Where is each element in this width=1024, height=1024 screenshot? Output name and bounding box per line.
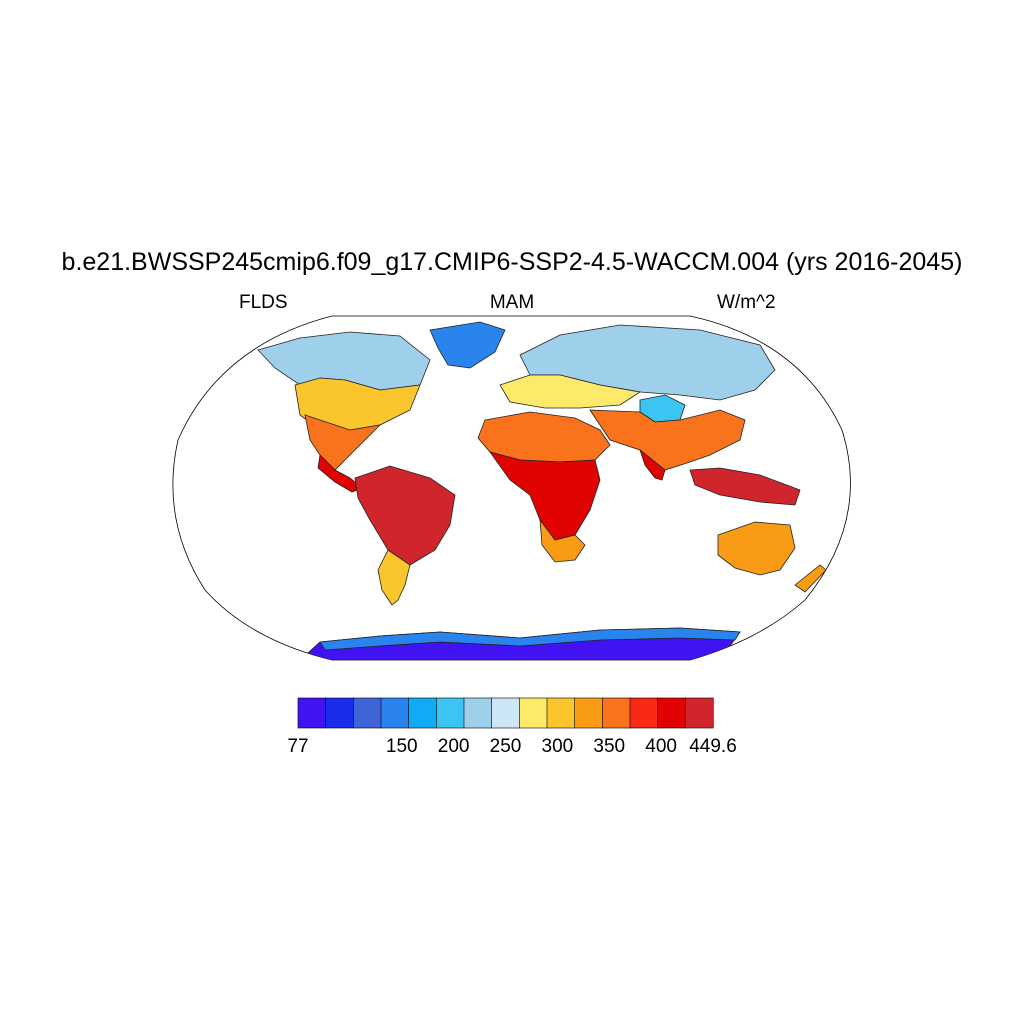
colorbar-tick-label: 350 (593, 736, 625, 757)
land-greenland (429, 321, 506, 369)
colorbar-box (491, 697, 520, 729)
colorbar-box (519, 697, 548, 729)
colorbar-box (629, 697, 659, 729)
colorbar-tick-label: 150 (386, 736, 418, 757)
colorbar-tick-label: 200 (438, 736, 470, 757)
land-maritime-continent (689, 467, 801, 506)
land-central-africa (489, 451, 601, 541)
units-label: W/m^2 (717, 292, 776, 313)
variable-label: FLDS (239, 292, 288, 313)
land-south-america-south (377, 549, 411, 606)
colorbar-tick-label: 77 (287, 736, 308, 757)
colorbar-tick-label: 400 (645, 736, 677, 757)
land-south-america-north (354, 465, 456, 566)
land-south-africa (539, 518, 586, 563)
colorbar-box (353, 697, 382, 729)
colorbar-box (574, 697, 603, 729)
land-australia (717, 521, 796, 576)
colorbar-box (408, 697, 437, 729)
colorbar-tick-label: 250 (490, 736, 522, 757)
land-eurasia-mid (499, 374, 642, 409)
colorbar-box (297, 697, 327, 729)
colorbar-box (685, 697, 714, 729)
colorbar: 77 150 200 250 300 350 400 449.6 (287, 697, 737, 757)
colorbar-box (380, 697, 410, 729)
colorbar-box (436, 697, 465, 729)
colorbar-tick-label: 449.6 (689, 736, 737, 757)
colorbar-box (463, 697, 493, 729)
colorbar-box (325, 697, 354, 729)
land-india (639, 448, 666, 481)
colorbar-box (602, 697, 631, 729)
plot-title: b.e21.BWSSP245cmip6.f09_g17.CMIP6-SSP2-4… (61, 248, 963, 276)
colorbar-box (546, 697, 576, 729)
season-label: MAM (489, 292, 535, 313)
colorbar-box (657, 697, 686, 729)
colorbar-tick-label: 300 (542, 736, 574, 757)
land-antarctica-coast (319, 627, 741, 651)
land-north-america-south (304, 414, 382, 471)
